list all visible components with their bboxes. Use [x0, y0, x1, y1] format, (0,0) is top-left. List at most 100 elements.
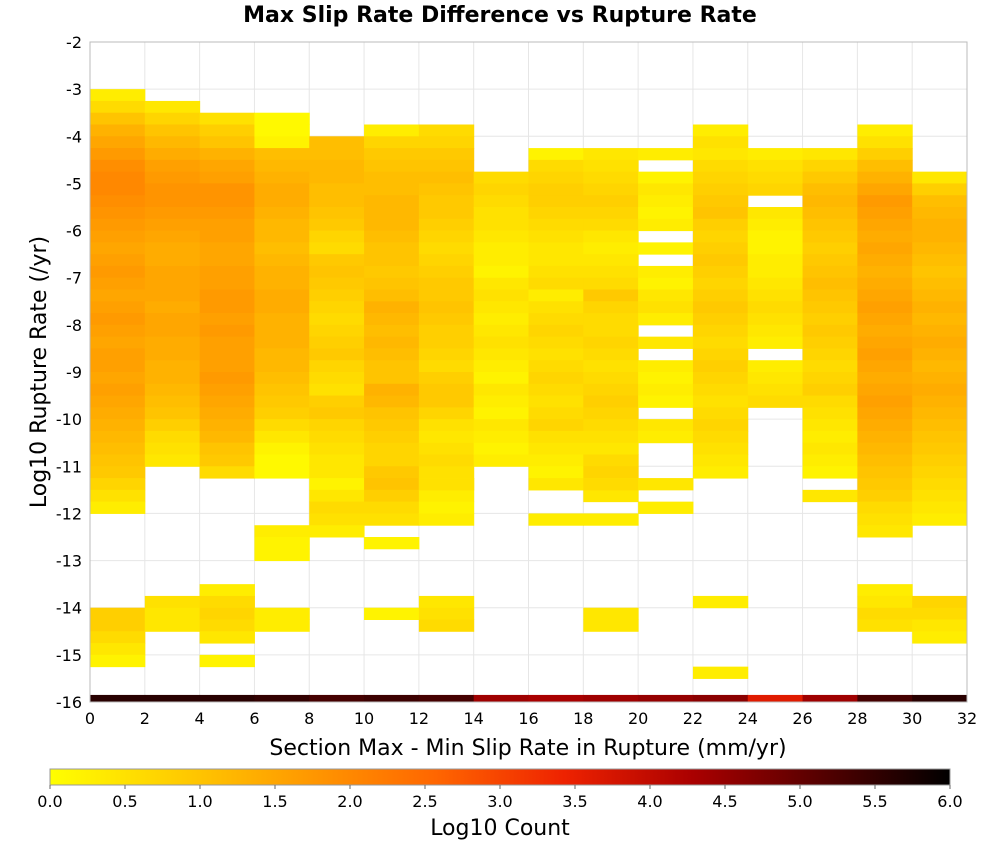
- heatmap-cell: [364, 407, 420, 420]
- heatmap-cell: [857, 148, 913, 161]
- heatmap-cell: [309, 348, 365, 361]
- heatmap-cell: [528, 360, 584, 373]
- heatmap-cell-bottom: [364, 694, 420, 702]
- heatmap-cell: [90, 207, 146, 220]
- heatmap-cell: [364, 159, 420, 173]
- heatmap-cell: [857, 230, 913, 243]
- x-tick-label: 26: [792, 709, 812, 728]
- heatmap-cell: [692, 136, 749, 149]
- heatmap-cell: [473, 395, 529, 408]
- heatmap-cell: [199, 218, 255, 232]
- heatmap-cell: [199, 419, 255, 432]
- heatmap-cell: [857, 242, 913, 255]
- heatmap-cell: [692, 277, 749, 290]
- heatmap-cell: [199, 301, 255, 314]
- heatmap-cell: [528, 301, 584, 314]
- heatmap-cell: [528, 419, 584, 432]
- heatmap-cell: [528, 407, 584, 420]
- heatmap-cell: [528, 324, 584, 338]
- heatmap-cell: [364, 513, 420, 526]
- heatmap-cell: [418, 242, 475, 255]
- heatmap-cell: [857, 159, 913, 173]
- heatmap-cell: [309, 407, 365, 420]
- heatmap-cell: [144, 230, 201, 243]
- x-tick-label: 30: [902, 709, 922, 728]
- heatmap-cell: [144, 159, 201, 173]
- heatmap-cell: [747, 277, 804, 290]
- heatmap-cell: [309, 360, 365, 373]
- heatmap-cell: [528, 348, 584, 361]
- heatmap-cell: [90, 407, 146, 420]
- heatmap-cell: [747, 218, 804, 232]
- heatmap-cell: [309, 419, 365, 432]
- heatmap-cell: [90, 124, 146, 137]
- heatmap-cell: [418, 360, 475, 373]
- heatmap-cell: [857, 372, 913, 385]
- heatmap-cell: [144, 218, 201, 232]
- heatmap-cell-bottom: [199, 694, 255, 702]
- heatmap-cell: [473, 289, 529, 302]
- heatmap-cell: [254, 607, 310, 620]
- heatmap-cell: [638, 207, 694, 220]
- heatmap-cell: [638, 289, 694, 302]
- heatmap-cell: [254, 407, 310, 420]
- y-tick-label: -5: [66, 174, 82, 193]
- heatmap-cell: [583, 395, 639, 408]
- heatmap-cell: [144, 372, 201, 385]
- heatmap-cell: [638, 395, 694, 408]
- heatmap-cell: [473, 242, 529, 255]
- heatmap-cell: [857, 171, 913, 184]
- colorbar-tick-label: 2.0: [337, 792, 362, 811]
- heatmap-cell: [90, 230, 146, 243]
- heatmap-cell: [199, 584, 255, 597]
- heatmap-cell: [802, 430, 858, 444]
- heatmap-cell: [364, 383, 420, 397]
- heatmap-cell: [90, 360, 146, 373]
- heatmap-cell: [857, 324, 913, 338]
- heatmap-cell: [144, 265, 201, 279]
- heatmap-cell: [583, 159, 639, 173]
- heatmap-cell: [802, 466, 858, 479]
- heatmap-cell: [364, 124, 420, 137]
- heatmap-cell: [254, 218, 310, 232]
- heatmap-cell: [802, 454, 858, 467]
- heatmap-cell: [364, 171, 420, 184]
- heatmap-cell: [638, 383, 694, 397]
- heatmap-cell: [638, 183, 694, 196]
- heatmap-cell: [802, 254, 858, 267]
- heatmap-cell: [309, 372, 365, 385]
- heatmap-cell: [309, 183, 365, 196]
- heatmap-cell: [802, 242, 858, 255]
- heatmap-cell: [418, 324, 475, 338]
- heatmap-cell: [857, 513, 913, 526]
- heatmap-cell: [309, 277, 365, 290]
- heatmap-cell: [309, 159, 365, 173]
- heatmap-cell: [364, 372, 420, 385]
- x-tick-label: 28: [847, 709, 867, 728]
- heatmap-cell: [583, 407, 639, 420]
- heatmap-cell: [692, 348, 749, 361]
- heatmap-cell: [418, 395, 475, 408]
- heatmap-cell: [144, 607, 201, 620]
- heatmap-cell: [90, 195, 146, 208]
- heatmap-cell: [638, 301, 694, 314]
- heatmap-cell: [309, 525, 365, 538]
- heatmap-cell: [692, 289, 749, 302]
- heatmap-cell-bottom: [254, 694, 310, 702]
- colorbar-tick-label: 5.0: [787, 792, 812, 811]
- heatmap-cell: [199, 136, 255, 149]
- heatmap-cell: [747, 336, 804, 349]
- heatmap-cell: [144, 348, 201, 361]
- heatmap-cell: [309, 501, 365, 514]
- heatmap-cell: [692, 265, 749, 279]
- heatmap-cell: [473, 277, 529, 290]
- heatmap-cell: [254, 619, 310, 632]
- heatmap-cell: [692, 430, 749, 444]
- heatmap-cell: [747, 324, 804, 338]
- heatmap-cell: [747, 289, 804, 302]
- y-tick-label: -16: [56, 693, 82, 712]
- heatmap-cell: [199, 442, 255, 455]
- heatmap-cell-bottom: [857, 694, 913, 702]
- heatmap-cell: [692, 159, 749, 173]
- heatmap-cell: [309, 207, 365, 220]
